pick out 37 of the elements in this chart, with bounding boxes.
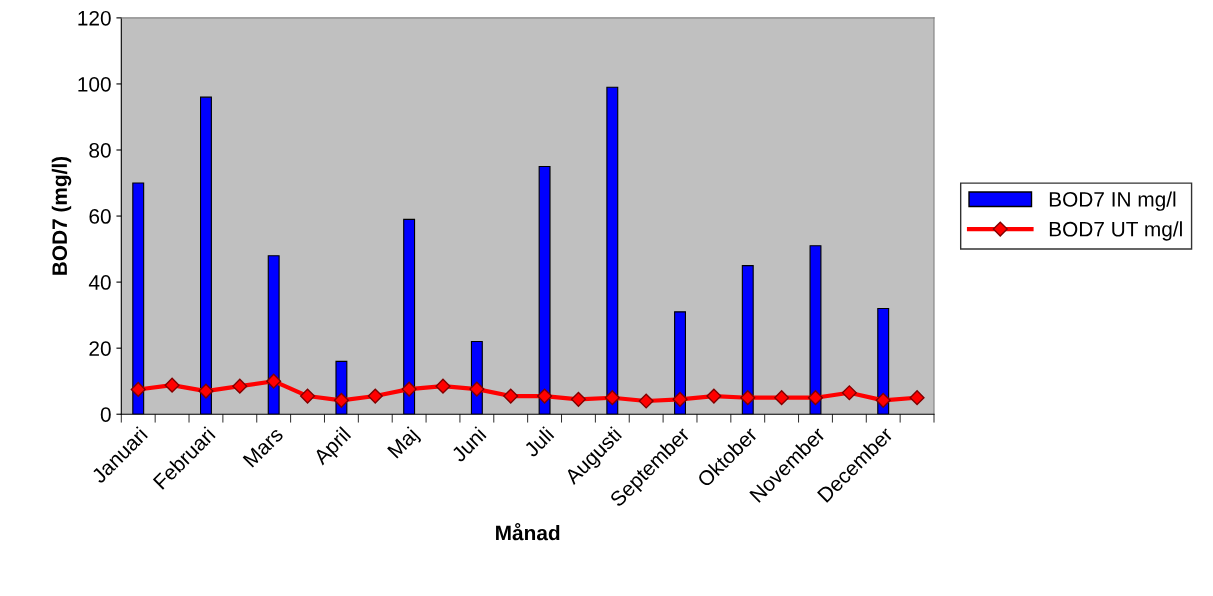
y-tick-label: 20 <box>89 341 111 356</box>
point <box>469 381 485 397</box>
point <box>266 373 282 389</box>
point <box>638 393 654 409</box>
y-tick-label: 100 <box>78 76 111 92</box>
y-tick-label: 80 <box>89 142 111 158</box>
point <box>232 378 248 394</box>
point <box>198 383 214 399</box>
point <box>740 390 756 406</box>
x-tick-label: Maj <box>386 426 422 462</box>
point <box>807 390 824 406</box>
legend-label: BOD7 UT mg/l <box>1049 221 1182 241</box>
point <box>503 388 519 404</box>
point <box>537 388 553 404</box>
point <box>672 391 688 407</box>
y-tick-label: 0 <box>100 407 111 422</box>
point <box>841 385 857 401</box>
point <box>570 391 587 407</box>
y-tick-label: 120 <box>78 10 111 26</box>
point <box>604 390 620 406</box>
point <box>774 390 790 406</box>
point <box>909 390 925 406</box>
legend-label: BOD7 IN mg/l <box>1049 191 1176 211</box>
x-tick-label: Juli <box>522 426 555 459</box>
point <box>435 378 451 394</box>
point <box>333 392 349 408</box>
point <box>164 377 180 393</box>
point <box>401 381 417 397</box>
y-tick-label: 60 <box>89 209 111 224</box>
y-tick-label: 40 <box>88 275 111 290</box>
point <box>706 388 722 404</box>
point <box>299 388 316 404</box>
point <box>130 381 146 398</box>
x-axis-title: Månad <box>496 522 560 541</box>
point <box>367 388 383 404</box>
y-axis-title: BOD7 (mg/l) <box>51 156 72 275</box>
point <box>875 392 891 408</box>
